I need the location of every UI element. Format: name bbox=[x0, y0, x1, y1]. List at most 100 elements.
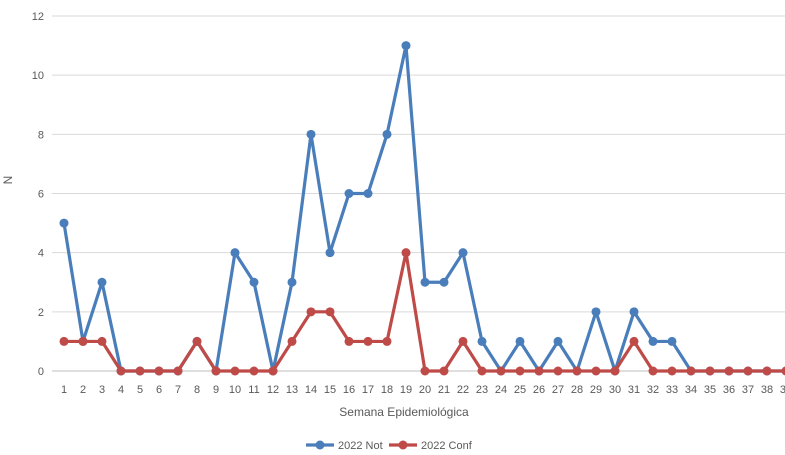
x-tick-label: 16 bbox=[343, 384, 355, 396]
data-point bbox=[135, 366, 145, 376]
data-point bbox=[344, 189, 354, 198]
data-point bbox=[667, 336, 677, 346]
x-axis-ticks: 1 2 3 4 5 6 7 8 9 10 11 12 13 14 15 16 17 18 19 20 21 22 23 24 2… bbox=[61, 384, 785, 396]
data-point bbox=[477, 366, 487, 376]
data-point bbox=[363, 189, 373, 198]
data-point bbox=[762, 366, 772, 376]
data-point bbox=[97, 277, 107, 287]
data-point bbox=[78, 336, 88, 346]
x-tick-label: 1 bbox=[61, 384, 67, 396]
y-axis-title: N bbox=[1, 176, 15, 185]
x-tick-label: 28 bbox=[571, 384, 583, 396]
legend-swatch-marker bbox=[315, 440, 325, 450]
y-tick-label: 2 bbox=[38, 307, 44, 319]
data-point bbox=[268, 366, 278, 376]
data-point bbox=[154, 366, 164, 376]
data-point bbox=[629, 336, 639, 346]
data-point bbox=[325, 307, 335, 317]
data-point bbox=[306, 129, 316, 139]
data-point bbox=[724, 366, 734, 376]
x-tick-label: 35 bbox=[704, 384, 716, 396]
x-tick-label: 9 bbox=[213, 384, 219, 396]
data-point bbox=[781, 366, 785, 376]
data-point bbox=[591, 366, 601, 376]
data-point bbox=[382, 336, 392, 346]
data-point bbox=[230, 366, 240, 376]
y-tick-label: 0 bbox=[38, 366, 44, 378]
series-line bbox=[62, 43, 785, 373]
data-point bbox=[477, 336, 487, 346]
x-tick-label: 24 bbox=[495, 384, 507, 396]
data-point bbox=[534, 366, 544, 376]
data-point bbox=[97, 336, 107, 346]
data-point bbox=[59, 336, 69, 346]
series-layer bbox=[59, 41, 785, 376]
x-tick-label: 3 bbox=[99, 384, 105, 396]
data-point bbox=[667, 366, 677, 376]
x-tick-label: 27 bbox=[552, 384, 564, 396]
x-tick-label: 34 bbox=[685, 384, 697, 396]
x-tick-label: 11 bbox=[248, 384, 259, 396]
data-point bbox=[439, 366, 449, 376]
data-point bbox=[420, 366, 430, 376]
x-tick-label: 8 bbox=[194, 384, 200, 396]
data-point bbox=[401, 41, 411, 51]
data-point bbox=[458, 248, 468, 258]
data-point bbox=[363, 336, 373, 346]
data-point bbox=[192, 336, 202, 346]
x-tick-label: 17 bbox=[362, 384, 374, 396]
data-point bbox=[553, 336, 563, 346]
data-point bbox=[743, 366, 753, 376]
x-tick-label: 15 bbox=[324, 384, 336, 396]
legend: 2022 Not 2022 Conf bbox=[306, 440, 473, 452]
x-tick-label: 29 bbox=[590, 384, 602, 396]
data-point bbox=[572, 366, 582, 376]
x-tick-label: 21 bbox=[438, 384, 450, 396]
data-point bbox=[591, 307, 601, 317]
x-tick-label: 14 bbox=[305, 384, 317, 396]
x-tick-label: 33 bbox=[666, 384, 678, 396]
x-axis-title: Semana Epidemiológica bbox=[339, 405, 469, 419]
data-point bbox=[686, 366, 696, 376]
data-point bbox=[705, 366, 715, 376]
data-point bbox=[439, 277, 449, 287]
data-point bbox=[287, 277, 297, 287]
data-point bbox=[515, 336, 525, 346]
data-point bbox=[249, 366, 259, 376]
x-tick-label: 32 bbox=[647, 384, 659, 396]
data-point bbox=[287, 336, 297, 346]
x-tick-label: 10 bbox=[229, 384, 241, 396]
x-tick-label: 19 bbox=[400, 384, 412, 396]
x-tick-label: 2 bbox=[80, 384, 86, 396]
x-tick-label: 18 bbox=[381, 384, 393, 396]
data-point bbox=[59, 218, 69, 228]
y-tick-label: 10 bbox=[32, 70, 44, 82]
legend-label: 2022 Conf bbox=[421, 440, 473, 452]
data-point bbox=[629, 307, 639, 317]
x-tick-label: 20 bbox=[419, 384, 431, 396]
x-tick-label: 6 bbox=[156, 384, 162, 396]
data-point bbox=[306, 307, 316, 317]
data-point bbox=[344, 336, 354, 346]
x-tick-label: 23 bbox=[476, 384, 488, 396]
data-point bbox=[458, 336, 468, 346]
series-1 bbox=[59, 41, 785, 376]
x-tick-label: 30 bbox=[609, 384, 621, 396]
data-point bbox=[230, 248, 240, 258]
data-point bbox=[325, 248, 335, 258]
x-tick-label: 12 bbox=[267, 384, 279, 396]
y-tick-label: 6 bbox=[38, 189, 44, 201]
x-tick-label: 37 bbox=[742, 384, 754, 396]
legend-label: 2022 Not bbox=[338, 440, 383, 452]
y-axis-ticks: 0 2 4 6 8 10 12 bbox=[32, 11, 44, 378]
x-tick-label: 13 bbox=[286, 384, 298, 396]
gridlines bbox=[52, 15, 785, 372]
y-tick-label: 4 bbox=[38, 248, 44, 260]
x-tick-label: 26 bbox=[533, 384, 545, 396]
y-tick-label: 12 bbox=[32, 11, 44, 23]
data-point bbox=[496, 366, 506, 376]
x-tick-label: 36 bbox=[723, 384, 735, 396]
data-point bbox=[211, 366, 221, 376]
data-point bbox=[553, 366, 563, 376]
data-point bbox=[515, 366, 525, 376]
